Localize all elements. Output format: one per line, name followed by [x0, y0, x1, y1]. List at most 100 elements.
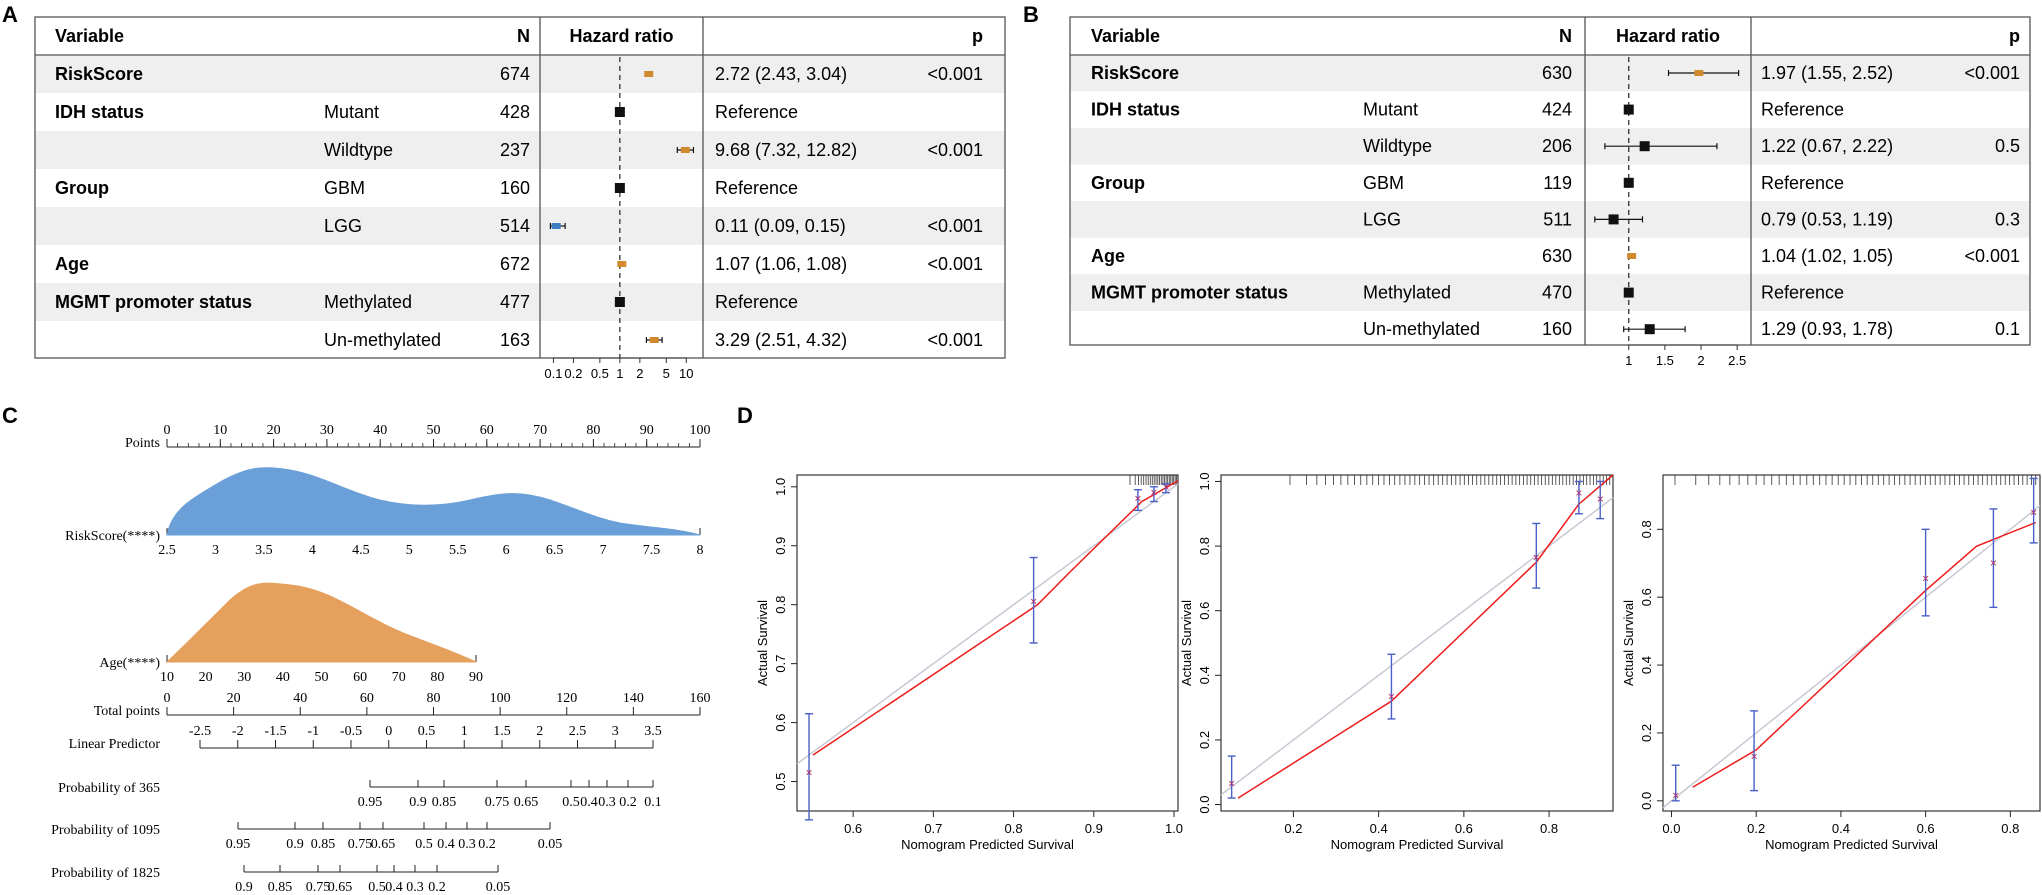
header-variable: Variable: [1091, 26, 1160, 46]
y-axis-label: Actual Survival: [1179, 600, 1194, 686]
plot-frame: [1662, 474, 2041, 812]
nomogram-tick-label: 80: [430, 670, 444, 685]
data-point: ×: [1533, 550, 1540, 564]
row-subgroup: LGG: [324, 216, 362, 236]
row-estimate: 1.07 (1.06, 1.08): [715, 254, 847, 274]
header-p: p: [2009, 26, 2020, 46]
plot-frame: [796, 474, 1179, 812]
nomogram-tick-label: 40: [276, 670, 290, 685]
x-tick-label: 0.8: [2001, 821, 2019, 836]
nomogram-tick-label: 3: [212, 543, 219, 558]
row-p-value: <0.001: [927, 140, 983, 160]
hr-point: [680, 147, 690, 153]
nomogram-tick-label: 0.85: [268, 880, 293, 895]
nomogram-tick-label: 0.5: [418, 724, 436, 739]
nomogram-row-label: Probability of 365: [58, 781, 160, 796]
nomogram-tick-label: 5.5: [449, 543, 467, 558]
nomogram-tick-label: 20: [199, 670, 213, 685]
x-tick-label: 0.6: [1455, 821, 1473, 836]
nomogram-tick-label: 6: [503, 543, 510, 558]
calibration-curve: [1692, 521, 2037, 788]
nomogram-tick-label: 0.05: [538, 837, 563, 852]
row-subgroup: Methylated: [324, 292, 412, 312]
row-p-value: <0.001: [927, 216, 983, 236]
ideal-line: [796, 483, 1179, 765]
nomogram-tick-label: 0.9: [409, 795, 427, 810]
hr-point: [649, 337, 659, 343]
data-point: ×: [1134, 492, 1141, 506]
nomogram-tick-label: 3.5: [644, 724, 662, 739]
row-n: 119: [1543, 173, 1572, 193]
nomogram-tick-label: 0.4: [385, 880, 403, 895]
row-variable: Age: [1091, 246, 1125, 266]
y-tick-label: 0.4: [1639, 656, 1654, 674]
data-point: ×: [1672, 789, 1679, 803]
row-n: 237: [500, 140, 530, 160]
table-row-stripe: [35, 283, 1005, 321]
nomogram-tick-label: 0.85: [432, 795, 457, 810]
row-estimate: 1.97 (1.55, 2.52): [1761, 63, 1893, 83]
nomogram-tick-label: 0.4: [580, 795, 598, 810]
row-estimate: 1.04 (1.02, 1.05): [1761, 246, 1893, 266]
table-border: [34, 16, 1006, 359]
axis-tick-label: 2: [636, 366, 643, 381]
row-subgroup: Wildtype: [1363, 136, 1432, 156]
row-variable: Group: [1091, 173, 1145, 193]
row-subgroup: Methylated: [1363, 283, 1451, 303]
age-density: [165, 582, 477, 663]
nomogram-tick-label: 0.9: [235, 880, 253, 895]
nomogram-tick-label: 1: [461, 724, 468, 739]
nomogram-tick-label: 0.2: [619, 795, 637, 810]
nomogram-row-label: Probability of 1095: [51, 823, 160, 838]
x-tick-label: 0.0: [1662, 821, 1680, 836]
nomogram-tick-label: 100: [690, 423, 711, 438]
row-estimate: 1.22 (0.67, 2.22): [1761, 136, 1893, 156]
nomogram-tick-label: 0.75: [485, 795, 510, 810]
data-point: ×: [2030, 505, 2037, 519]
row-n: 428: [500, 102, 530, 122]
hr-point: [617, 261, 627, 267]
nomogram-tick-label: 0.5: [368, 880, 386, 895]
data-point: ×: [1922, 572, 1929, 586]
data-point: ×: [1030, 595, 1037, 609]
row-estimate: Reference: [1761, 283, 1844, 303]
hr-point: [644, 71, 654, 77]
y-axis-label: Actual Survival: [1621, 600, 1636, 686]
axis-tick-label: 1.5: [1656, 353, 1674, 368]
row-subgroup: Mutant: [324, 102, 379, 122]
nomogram-tick-label: 140: [623, 691, 644, 706]
nomogram-row-label: Linear Predictor: [69, 737, 161, 752]
nomogram-tick-label: 30: [320, 423, 334, 438]
nomogram-tick-label: 0.3: [598, 795, 616, 810]
row-estimate: Reference: [715, 102, 798, 122]
row-n: 470: [1542, 283, 1572, 303]
table-row-stripe: [35, 55, 1005, 93]
row-variable: RiskScore: [1091, 63, 1179, 83]
y-tick-label: 0.9: [773, 537, 788, 555]
nomogram-tick-label: 60: [353, 670, 367, 685]
table-row-stripe: [1070, 201, 2030, 238]
nomogram-tick-label: 50: [427, 423, 441, 438]
data-point: ×: [1150, 486, 1157, 500]
nomogram-row-label: Probability of 1825: [51, 866, 160, 881]
row-variable: RiskScore: [55, 64, 143, 84]
calibration-curve: [1237, 474, 1614, 799]
axis-tick-label: 0.5: [591, 366, 609, 381]
hr-point: [614, 183, 625, 193]
hr-point: [1608, 214, 1619, 225]
y-tick-label: 0.7: [773, 655, 788, 673]
x-tick-label: 1.0: [1165, 821, 1183, 836]
nomogram-tick-label: 2.5: [569, 724, 587, 739]
nomogram-tick-label: -2: [232, 724, 244, 739]
nomogram-tick-label: 60: [360, 691, 374, 706]
hr-point: [1623, 177, 1634, 188]
data-point: ×: [1228, 777, 1235, 791]
nomogram-tick-label: 0.3: [458, 837, 476, 852]
row-subgroup: Un-methylated: [324, 330, 441, 350]
x-tick-label: 0.9: [1085, 821, 1103, 836]
nomogram-row-label: RiskScore(****): [65, 529, 160, 544]
nomogram-tick-label: 50: [315, 670, 329, 685]
header-n: N: [1559, 26, 1572, 46]
